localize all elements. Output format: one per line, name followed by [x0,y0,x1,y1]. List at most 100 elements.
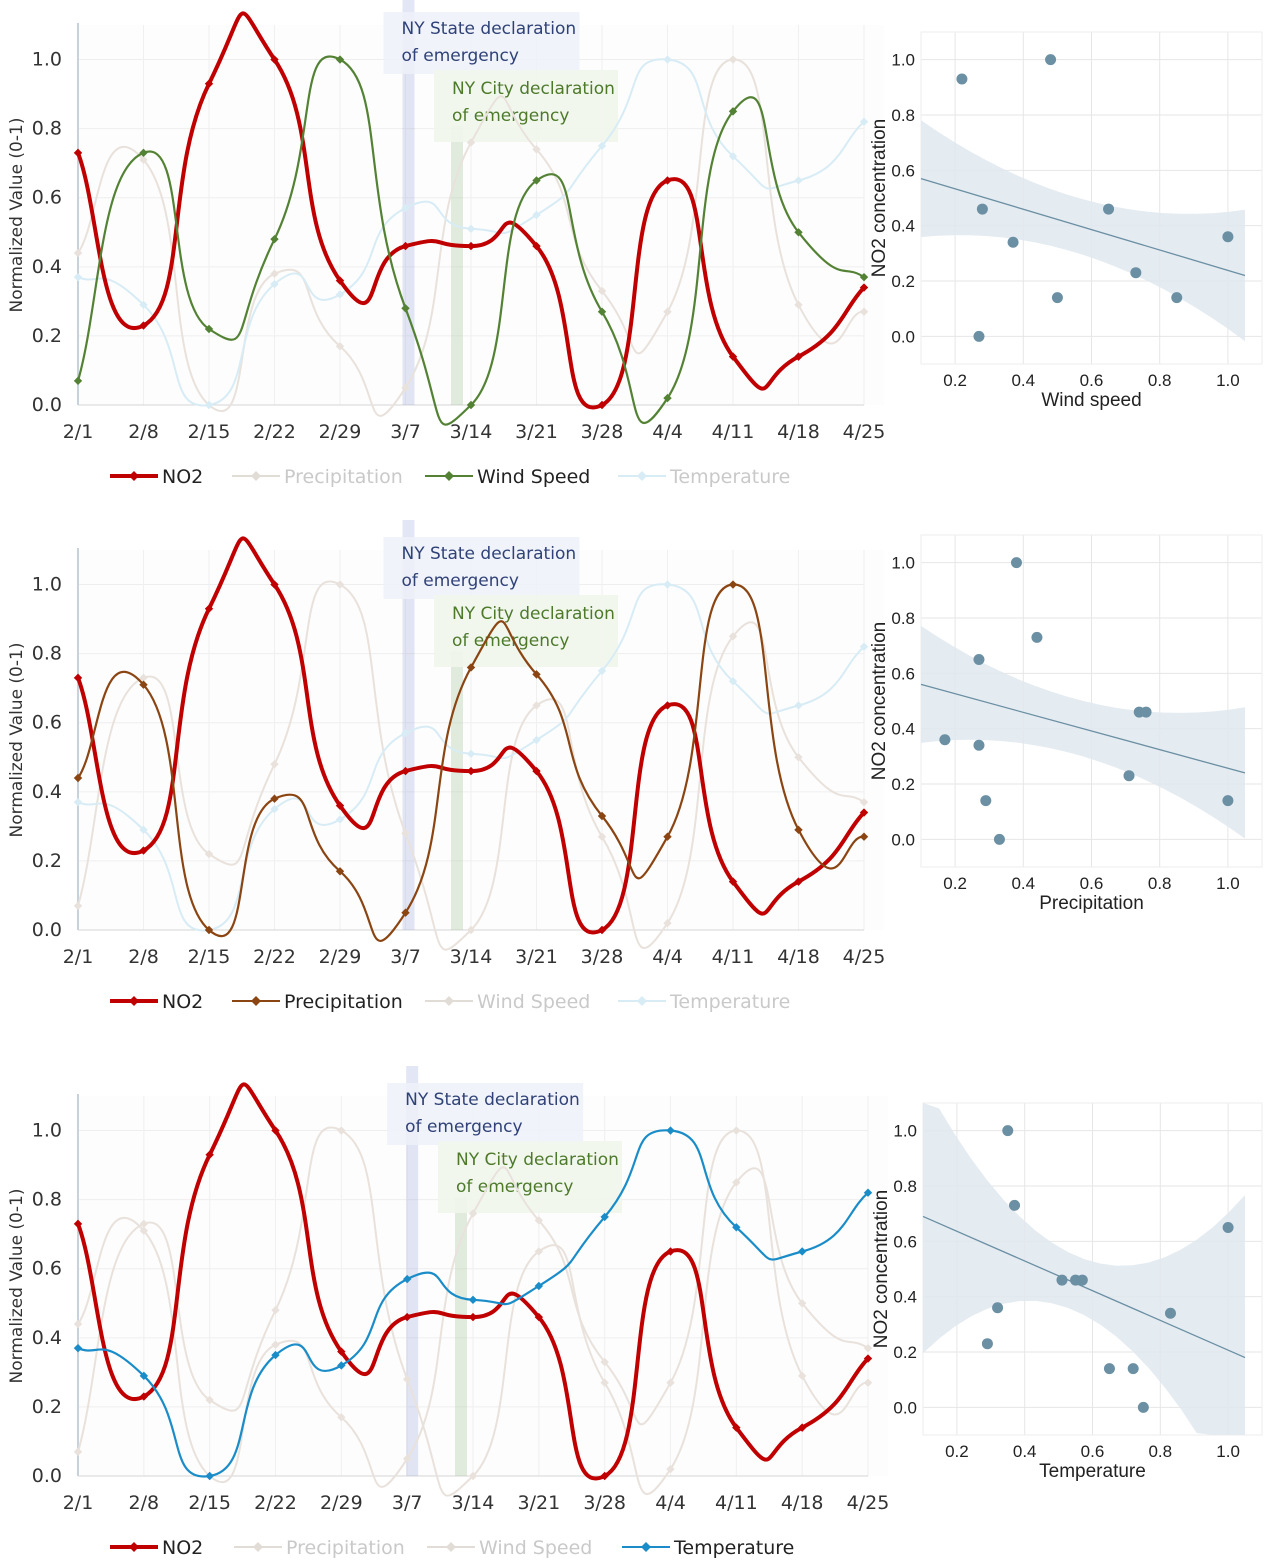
data-point-wind-speed [797,1299,807,1308]
legend-label-no2: NO2 [162,1537,203,1559]
x-tick-label: 3/28 [581,421,624,443]
x-tick-label: 4/25 [847,1492,890,1514]
data-point-wind-speed [73,901,83,911]
data-point-precipitation [728,55,738,64]
x-tick-label: 4/25 [843,421,886,443]
scatter-point [980,795,992,807]
data-point-precipitation [532,145,541,154]
data-point-temperature [139,300,148,310]
data-point-precipitation [139,1226,149,1235]
data-point-no2 [139,846,148,855]
data-point-wind-speed [532,701,541,710]
data-point-no2 [402,1312,412,1322]
y-tick-label: 1.0 [32,1120,62,1142]
city-annotation-line1: NY City declaration [456,1150,619,1170]
data-point-temperature [466,749,476,759]
scatter-chart-1: 0.2 0.4 0.6 0.8 1.0 0.0 0.2 0.4 0.6 0.8 1.0 Wind sp… [869,31,1263,411]
data-point-no2 [794,352,803,361]
scatter-y-axis-label: NO2 concentration [871,1190,892,1348]
data-point-no2 [139,1392,149,1401]
y-tick-label: 0.4 [32,781,62,803]
legend-label-temperature: Temperature [669,991,790,1013]
city-annotation-box [438,1141,622,1213]
city-emergency-band [455,1197,467,1476]
scatter-x-tick-label: 0.6 [1081,1442,1105,1461]
legend-marker-precipitation [253,1542,263,1552]
data-point-precipitation [597,286,607,296]
scatter-y-tick-label: 0.4 [893,1288,917,1307]
data-point-no2 [139,321,148,330]
city-annotation-box [434,70,618,142]
x-tick-label: 2/22 [254,1492,297,1514]
data-point-precipitation [401,383,410,392]
x-tick-label: 3/14 [450,946,493,968]
state-annotation-line1: NY State declaration [402,544,577,564]
data-point-precipitation [466,138,476,147]
data-point-no2 [732,1423,741,1432]
data-point-no2 [270,55,279,64]
data-point-wind-speed [271,1305,280,1315]
data-point-wind-speed [728,107,738,116]
data-point-temperature [597,141,607,151]
data-point-temperature [335,815,345,824]
data-point-no2 [335,801,345,810]
scatter-x-tick-label: 1.0 [1216,1442,1240,1461]
data-point-precipitation [139,680,148,689]
scatter-y-tick-label: 0.6 [891,664,915,683]
state-emergency-band [402,520,415,930]
legend-label-wind-speed: Wind Speed [477,991,590,1013]
line-chart-1: 0.0 0.2 0.4 0.6 0.8 1.0 2/1 2/8 2/15 2/22 2/29 3/7 3… [7,0,885,488]
regression-line [920,178,1246,277]
scatter-y-axis-label: NO2 concentration [869,622,890,780]
data-point-precipitation [139,155,148,164]
data-point-temperature [337,1361,346,1370]
series-line-no2 [76,1082,870,1481]
legend-label-precipitation: Precipitation [286,1537,405,1559]
series-line-no2 [76,11,866,410]
data-point-temperature [534,1281,544,1291]
x-tick-label: 3/21 [515,946,558,968]
data-point-precipitation [73,773,83,783]
data-point-temperature [335,290,345,299]
data-point-wind-speed [205,1395,214,1405]
scatter-x-tick-label: 1.0 [1216,371,1240,390]
x-tick-label: 2/29 [319,946,362,968]
x-tick-label: 4/11 [712,946,755,968]
data-point-precipitation [271,1340,280,1349]
confidence-band [923,1103,1245,1435]
data-point-no2 [728,352,738,361]
city-annotation-line2: of emergency [452,631,569,651]
x-tick-label: 4/11 [715,1492,758,1514]
data-point-wind-speed [597,832,607,841]
scatter-point [1103,1363,1115,1375]
scatter-chart-2: 0.2 0.4 0.6 0.8 1.0 0.0 0.2 0.4 0.6 0.8 1.0 Precipi… [869,534,1263,914]
data-point-wind-speed [337,1126,346,1135]
data-point-temperature [73,272,83,282]
x-tick-label: 4/4 [652,946,683,968]
data-point-wind-speed [466,925,476,935]
data-point-no2 [600,1471,609,1481]
scatter-point [1164,1307,1176,1319]
scatter-x-tick-label: 0.8 [1148,371,1172,390]
data-point-no2 [73,148,83,158]
scatter-point [956,73,968,85]
y-axis-label: Normalized Value (0-1) [7,118,27,313]
y-tick-label: 0.8 [32,643,62,665]
line-chart-5: 0.0 0.2 0.4 0.6 0.8 1.0 2/1 2/8 2/15 2/22 2/29 3/7 3… [7,1066,889,1559]
scatter-point [1031,631,1043,643]
scatter-point [1076,1274,1088,1286]
regression-line [922,1215,1246,1359]
state-annotation-box [383,12,580,74]
data-point-wind-speed [794,228,803,237]
data-point-wind-speed [73,376,83,386]
y-tick-label: 0.8 [32,1189,62,1211]
city-annotation-line2: of emergency [456,1177,573,1197]
state-annotation-line1: NY State declaration [402,19,577,39]
data-point-temperature [794,701,803,710]
data-point-wind-speed [534,1247,544,1256]
scatter-y-tick-label: 1.0 [891,51,915,70]
x-tick-label: 4/4 [652,421,683,443]
scatter-x-tick-label: 0.6 [1080,874,1104,893]
city-annotation-line1: NY City declaration [452,79,615,99]
data-point-wind-speed [600,1378,609,1387]
